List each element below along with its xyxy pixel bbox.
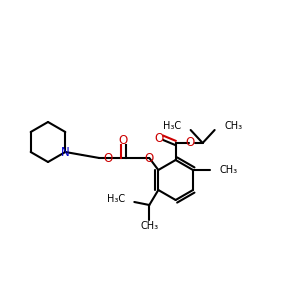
Text: O: O bbox=[185, 136, 194, 149]
Text: O: O bbox=[104, 152, 113, 164]
Text: O: O bbox=[154, 131, 163, 145]
Text: O: O bbox=[119, 134, 128, 146]
Text: CH₃: CH₃ bbox=[140, 221, 158, 231]
Text: CH₃: CH₃ bbox=[220, 165, 238, 175]
Text: CH₃: CH₃ bbox=[225, 121, 243, 131]
Text: O: O bbox=[145, 152, 154, 164]
Text: H₃C: H₃C bbox=[107, 194, 125, 204]
Text: N: N bbox=[61, 146, 70, 158]
Text: H₃C: H₃C bbox=[163, 121, 181, 131]
